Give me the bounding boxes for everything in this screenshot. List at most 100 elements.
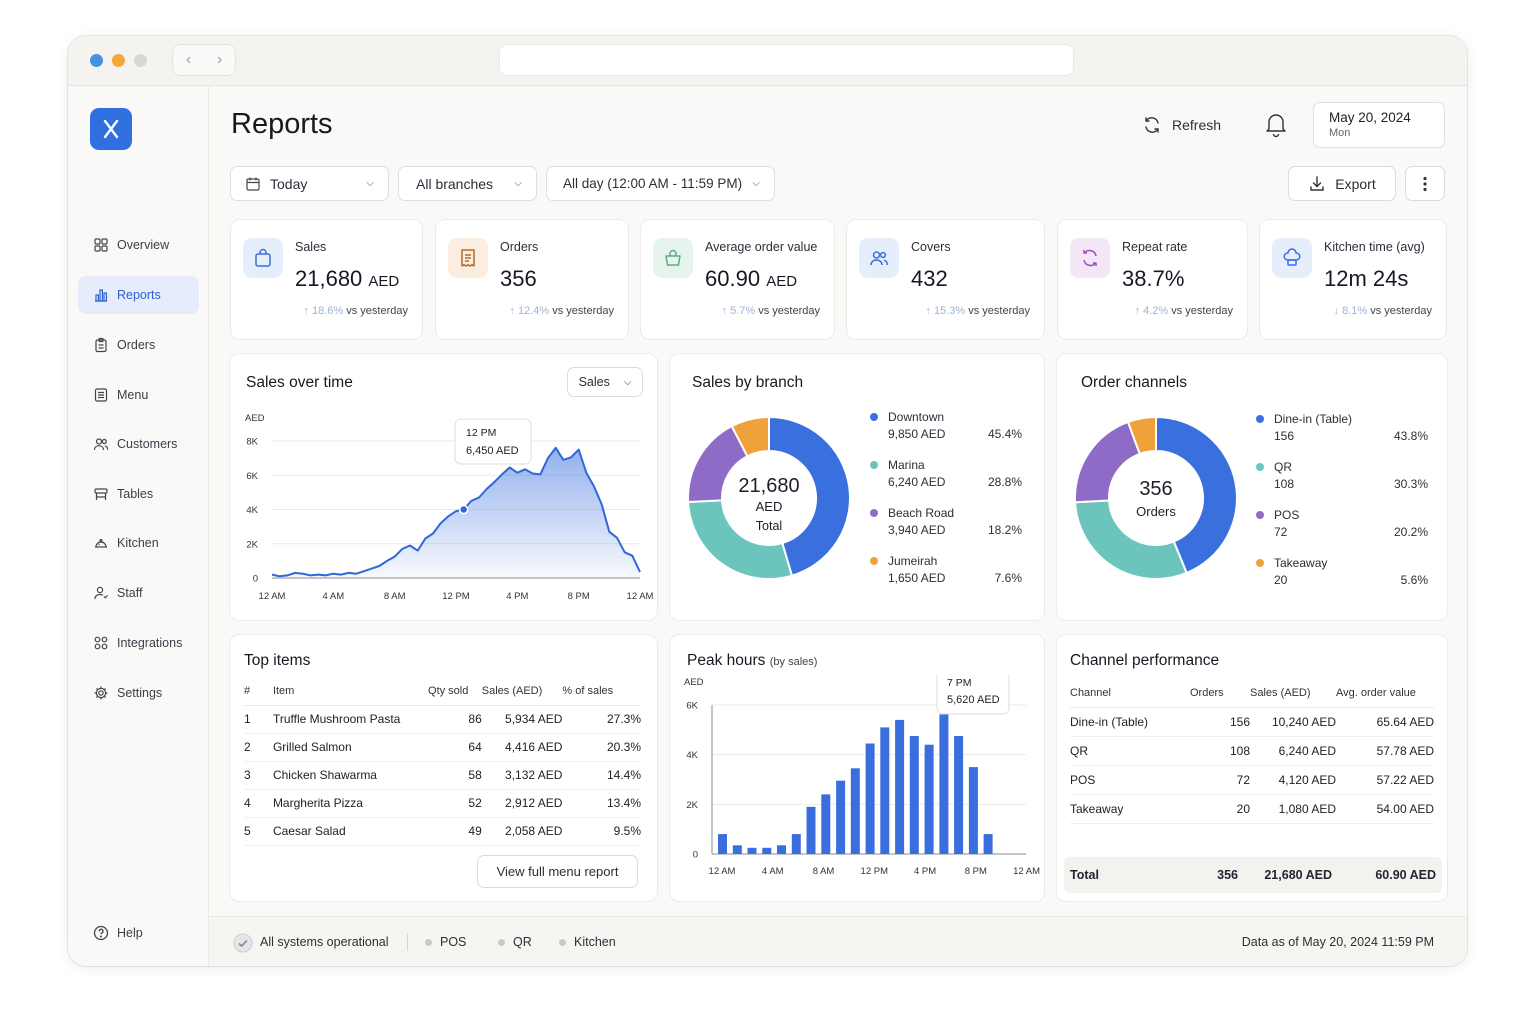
donut-slice-marina[interactable] [687, 499, 794, 580]
view-full-menu-report-button[interactable]: View full menu report [477, 855, 638, 888]
sidebar-item-staff[interactable]: Staff [78, 574, 199, 612]
bar-12-pm[interactable] [895, 719, 905, 854]
period-select[interactable]: Today ⌵ [230, 166, 389, 201]
tooltip-point[interactable] [458, 504, 469, 515]
export-button[interactable]: Export [1288, 166, 1396, 201]
sales-over-time-card: Sales over time Sales ⌵ AED 0 2K 4K 6K 8K 12 A… [229, 353, 658, 621]
bar-7-am[interactable] [821, 794, 831, 854]
column-header[interactable]: Orders [1190, 679, 1250, 708]
address-bar[interactable] [499, 44, 1074, 76]
bar-2-am[interactable] [747, 847, 757, 854]
sidebar-item-customers[interactable]: Customers [78, 425, 199, 463]
more-options-button[interactable] [1405, 166, 1445, 201]
minimize-window-button[interactable] [112, 54, 125, 67]
table-cell: 72 [1190, 765, 1250, 795]
legend-item-downtown[interactable]: Downtown 9,850 AED 45.4% [870, 410, 1022, 444]
legend-item-qr[interactable]: QR 108 30.3% [1256, 460, 1428, 494]
total-avg-order-value: 60.90 AED [1375, 868, 1436, 882]
kpi-icon-tile [653, 238, 693, 278]
branch-select[interactable]: All branches ⌵ [398, 166, 537, 201]
sidebar-item-settings[interactable]: Settings [78, 674, 199, 712]
sidebar-item-kitchen[interactable]: Kitchen [78, 524, 199, 562]
zoom-window-button[interactable] [134, 54, 147, 67]
legend-value: 9,850 AED [888, 427, 946, 441]
bar-5-pm[interactable] [968, 767, 978, 854]
bar-2-pm[interactable] [924, 744, 934, 854]
donut-slice-downtown[interactable] [768, 415, 851, 577]
table-row[interactable]: 3 Chicken Shawarma 58 3,132 AED 14.4% [244, 761, 641, 790]
donut-slice-jumeirah[interactable] [730, 415, 770, 458]
table-row[interactable]: POS 72 4,120 AED 57.22 AED [1070, 765, 1434, 795]
table-row[interactable]: Dine-in (Table) 156 10,240 AED 65.64 AED [1070, 707, 1434, 737]
column-header[interactable]: Avg. order value [1336, 679, 1434, 708]
back-icon[interactable]: ‹ [185, 51, 192, 68]
x-tick-label: 4 PM [914, 866, 936, 877]
sidebar-item-orders[interactable]: Orders [78, 326, 199, 364]
column-header[interactable]: Channel [1070, 679, 1190, 708]
bar-9-am[interactable] [850, 768, 860, 854]
column-header[interactable]: Qty sold [428, 677, 482, 706]
legend-item-dine-in-table[interactable]: Dine-in (Table) 156 43.8% [1256, 412, 1428, 446]
sidebar-item-integrations[interactable]: Integrations [78, 624, 199, 662]
bar-3-pm[interactable] [939, 714, 949, 854]
column-header[interactable]: Sales (AED) [1250, 679, 1336, 708]
peak-hours-subtitle: (by sales) [769, 656, 818, 668]
donut-slice-qr[interactable] [1074, 499, 1188, 580]
pos-status-dot [425, 939, 432, 946]
channel-performance-total: Total 356 21,680 AED 60.90 AED [1064, 857, 1442, 893]
bar-11-am[interactable] [880, 727, 890, 854]
kpi-label: Orders [500, 240, 539, 254]
refresh-button[interactable]: Refresh [1142, 115, 1221, 135]
app-logo[interactable] [90, 108, 132, 150]
column-header[interactable]: Item [272, 677, 429, 706]
sidebar-item-reports[interactable]: Reports [78, 276, 199, 314]
forward-icon[interactable]: › [216, 51, 223, 68]
table-row[interactable]: 2 Grilled Salmon 64 4,416 AED 20.3% [244, 733, 641, 762]
bar-8-am[interactable] [836, 780, 846, 854]
table-row[interactable]: QR 108 6,240 AED 57.78 AED [1070, 736, 1434, 766]
time-range-select[interactable]: All day (12:00 AM - 11:59 PM) ⌵ [546, 166, 775, 201]
column-header[interactable]: % of sales [562, 677, 641, 706]
legend-item-marina[interactable]: Marina 6,240 AED 28.8% [870, 458, 1022, 492]
bar-4-am[interactable] [777, 845, 786, 854]
table-row[interactable]: 4 Margherita Pizza 52 2,912 AED 13.4% [244, 789, 641, 818]
kpi-label: Kitchen time (avg) [1324, 240, 1425, 254]
donut-slice-dine-in-table[interactable] [1155, 415, 1238, 575]
bar-1-pm[interactable] [909, 736, 919, 854]
close-window-button[interactable] [90, 54, 103, 67]
donut-slice-takeaway[interactable] [1126, 415, 1157, 456]
y-tick-label: 4K [246, 505, 258, 516]
x-tick-label: 12 AM [259, 591, 286, 602]
y-tick-label: 2K [246, 539, 258, 550]
bar-4-pm[interactable] [954, 736, 964, 854]
legend-item-beach-road[interactable]: Beach Road 3,940 AED 18.2% [870, 506, 1022, 540]
legend-item-pos[interactable]: POS 72 20.2% [1256, 508, 1428, 542]
table-cell: 4,416 AED [481, 733, 563, 762]
column-header[interactable]: Sales (AED) [481, 677, 563, 706]
sidebar: Overview Reports Orders Menu Customers Tables… [68, 86, 209, 966]
table-row[interactable]: 1 Truffle Mushroom Pasta 86 5,934 AED 27.3% [244, 705, 641, 734]
date-picker[interactable]: May 20, 2024 Mon [1313, 102, 1445, 148]
sidebar-item-overview[interactable]: Overview [78, 226, 199, 264]
help-link[interactable]: Help [78, 914, 199, 952]
legend-item-takeaway[interactable]: Takeaway 20 5.6% [1256, 556, 1428, 590]
table-row[interactable]: Takeaway 20 1,080 AED 54.00 AED [1070, 794, 1434, 824]
table-row[interactable]: 5 Caesar Salad 49 2,058 AED 9.5% [244, 817, 641, 846]
bar-6-am[interactable] [806, 806, 816, 854]
kpi-change: ↑ 5.7% vs yesterday [722, 305, 820, 317]
bar-12-am[interactable] [718, 834, 727, 854]
sidebar-item-tables[interactable]: Tables [78, 475, 199, 513]
bar-3-am[interactable] [762, 847, 772, 854]
bar-10-am[interactable] [865, 743, 875, 855]
bar-5-am[interactable] [791, 834, 801, 854]
column-header[interactable]: # [244, 677, 273, 706]
peak-hours-card: Peak hours (by sales) AED 0 2K 4K 6K 12 AM 4 A… [669, 634, 1045, 902]
legend-item-jumeirah[interactable]: Jumeirah 1,650 AED 7.6% [870, 554, 1022, 588]
x-tick-label: 12 PM [442, 591, 470, 602]
kpi-change-suffix: vs yesterday [346, 305, 408, 317]
sidebar-item-menu[interactable]: Menu [78, 376, 199, 414]
metric-select[interactable]: Sales ⌵ [567, 367, 643, 397]
bar-6-pm[interactable] [983, 834, 993, 854]
bell-icon[interactable] [1263, 110, 1289, 138]
bar-1-am[interactable] [732, 845, 742, 854]
